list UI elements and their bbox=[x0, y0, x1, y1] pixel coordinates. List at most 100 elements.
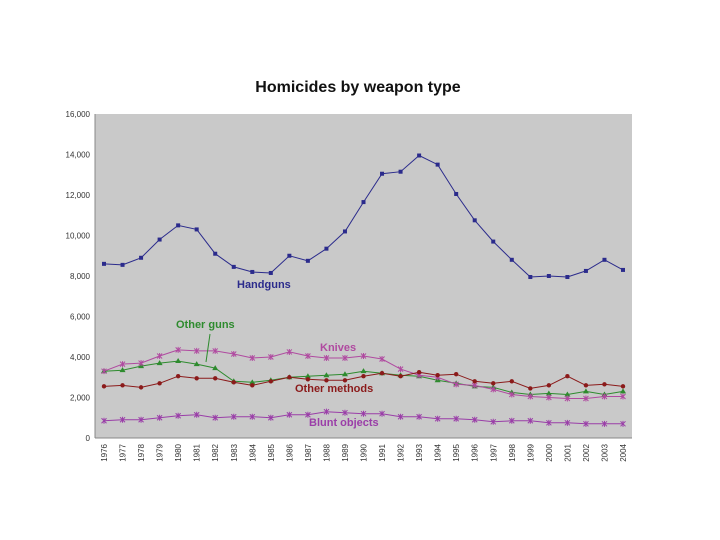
data-point bbox=[231, 264, 236, 269]
x-tick-label: 1997 bbox=[489, 443, 498, 461]
data-point bbox=[583, 383, 589, 388]
data-point bbox=[565, 275, 570, 280]
data-point bbox=[527, 393, 534, 400]
data-point bbox=[620, 393, 626, 400]
x-tick-label: 1999 bbox=[526, 443, 535, 461]
x-tick-label: 1983 bbox=[230, 443, 239, 461]
x-tick-label: 1980 bbox=[174, 443, 183, 461]
data-point bbox=[286, 411, 293, 418]
data-point bbox=[230, 413, 237, 420]
data-point bbox=[267, 354, 274, 360]
data-point bbox=[398, 374, 403, 379]
data-point bbox=[120, 383, 125, 388]
y-tick-label: 4,000 bbox=[70, 353, 91, 362]
data-point bbox=[435, 373, 440, 378]
series-other-methods bbox=[101, 369, 626, 391]
data-point bbox=[138, 385, 144, 390]
data-point bbox=[564, 395, 571, 402]
y-tick-label: 14,000 bbox=[66, 151, 91, 160]
x-tick-label: 1978 bbox=[137, 443, 146, 461]
data-point bbox=[453, 415, 460, 422]
label-pointer bbox=[205, 333, 211, 363]
data-point bbox=[546, 274, 551, 278]
data-point bbox=[361, 374, 366, 379]
data-point bbox=[286, 348, 293, 355]
x-tick-label: 2000 bbox=[545, 443, 554, 461]
data-point bbox=[416, 369, 422, 375]
data-point bbox=[120, 262, 125, 267]
x-tick-label: 1984 bbox=[248, 443, 257, 461]
y-tick-label: 8,000 bbox=[70, 272, 91, 281]
y-tick-label: 10,000 bbox=[66, 232, 91, 241]
data-point bbox=[305, 377, 311, 382]
data-point bbox=[471, 416, 478, 423]
data-point bbox=[342, 229, 347, 234]
data-point bbox=[491, 381, 496, 386]
data-point bbox=[342, 355, 348, 362]
data-point bbox=[119, 361, 126, 368]
data-point bbox=[508, 391, 515, 398]
data-point bbox=[621, 267, 625, 272]
data-point bbox=[249, 355, 256, 362]
series-labels: Handguns Other guns Knives Other methods Blu… bbox=[176, 279, 379, 429]
data-point bbox=[360, 352, 367, 359]
data-point bbox=[323, 372, 330, 378]
data-point bbox=[305, 258, 310, 263]
data-point bbox=[491, 239, 496, 244]
data-point bbox=[304, 373, 311, 379]
x-tick-label: 1995 bbox=[452, 443, 461, 461]
data-point bbox=[509, 257, 514, 262]
y-tick-label: 16,000 bbox=[66, 110, 91, 119]
y-tick-label: 0 bbox=[86, 434, 91, 443]
data-point bbox=[417, 153, 422, 158]
data-point bbox=[453, 372, 459, 377]
series-knives bbox=[101, 346, 626, 402]
data-point bbox=[398, 169, 403, 174]
data-point bbox=[157, 237, 162, 242]
x-axis: 1976 1977 1978 1979 1980 1981 1982 1983 1984 1985… bbox=[95, 437, 632, 462]
data-point bbox=[212, 365, 219, 371]
data-point bbox=[601, 420, 608, 427]
chart-title: Homicides by weapon type bbox=[255, 79, 461, 96]
data-point bbox=[213, 251, 218, 256]
series-label-blunt-objects: Blunt objects bbox=[309, 417, 379, 429]
series-label-other-methods: Other methods bbox=[295, 383, 373, 395]
data-point bbox=[565, 374, 570, 379]
data-point bbox=[323, 408, 330, 415]
data-point bbox=[119, 367, 126, 373]
data-point bbox=[175, 374, 181, 379]
series-lines bbox=[101, 153, 626, 427]
data-point bbox=[546, 394, 552, 401]
data-point bbox=[323, 355, 330, 362]
data-point bbox=[583, 395, 589, 402]
data-point bbox=[564, 391, 571, 397]
x-tick-label: 2004 bbox=[619, 443, 628, 461]
data-point bbox=[324, 246, 329, 251]
data-point bbox=[194, 376, 199, 381]
data-point bbox=[101, 417, 107, 424]
x-tick-label: 1981 bbox=[193, 443, 202, 461]
data-point bbox=[582, 388, 589, 394]
data-point bbox=[602, 257, 607, 262]
data-point bbox=[360, 410, 367, 417]
x-tick-label: 1988 bbox=[322, 443, 331, 461]
x-tick-label: 1977 bbox=[119, 443, 128, 461]
data-point bbox=[620, 388, 626, 394]
data-point bbox=[119, 416, 126, 423]
data-point bbox=[434, 415, 441, 422]
data-point bbox=[342, 378, 348, 383]
data-point bbox=[583, 268, 588, 273]
x-tick-label: 2002 bbox=[582, 443, 591, 461]
y-tick-label: 6,000 bbox=[70, 313, 91, 322]
y-axis: 0 2,000 4,000 6,000 8,000 10,000 12,000 14,000 1… bbox=[66, 110, 96, 443]
data-point bbox=[528, 386, 533, 391]
data-point bbox=[249, 379, 256, 385]
data-point bbox=[175, 346, 181, 353]
data-point bbox=[397, 366, 404, 373]
data-point bbox=[101, 368, 107, 375]
data-point bbox=[361, 200, 366, 205]
data-point bbox=[602, 382, 607, 387]
y-tick-label: 2,000 bbox=[70, 394, 91, 403]
data-point bbox=[324, 378, 329, 383]
data-point bbox=[193, 347, 200, 354]
